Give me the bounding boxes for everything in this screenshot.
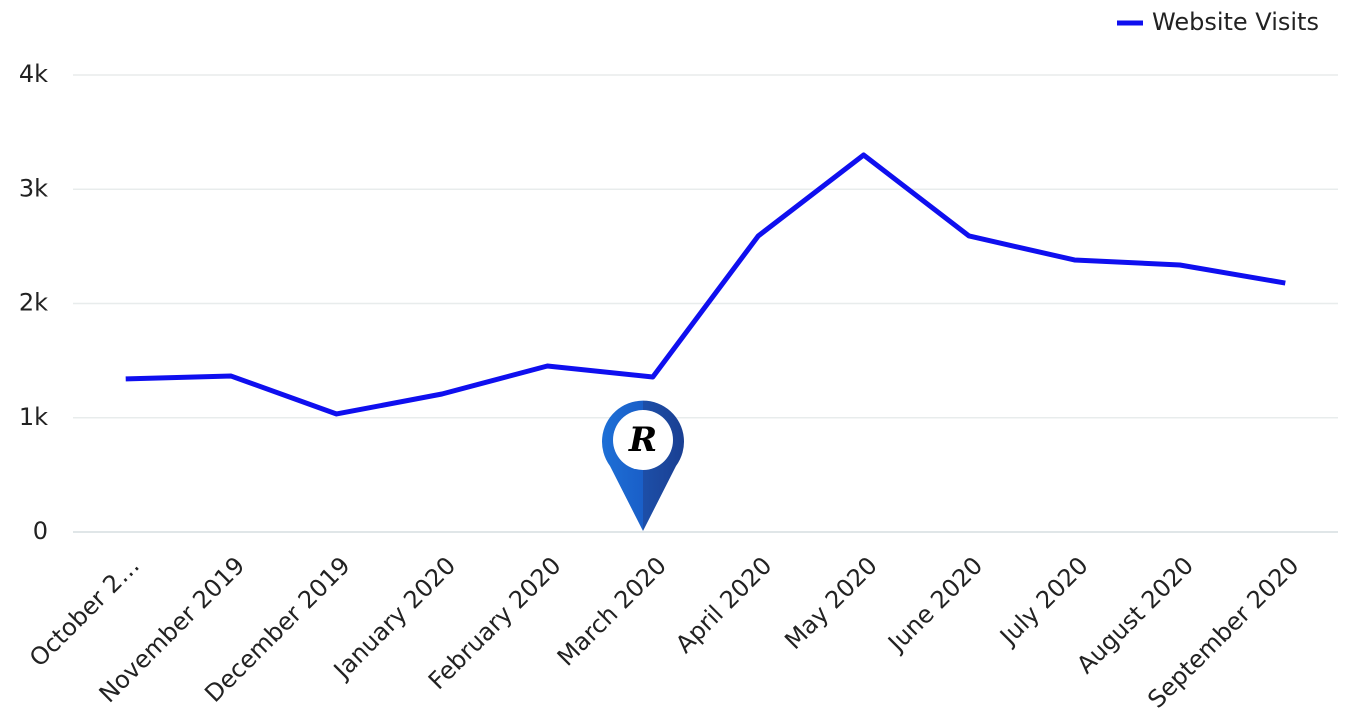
x-tick-label: June 2020 (881, 551, 988, 658)
svg-text:R: R (628, 420, 657, 460)
y-tick-label: 2k (19, 289, 48, 317)
data-line (125, 152, 1286, 417)
map-pin-icon: R (601, 400, 684, 531)
y-tick-label: 4k (19, 60, 48, 88)
y-tick-label: 0 (33, 517, 48, 545)
x-tick-label: April 2020 (670, 551, 777, 658)
y-tick-label: 1k (19, 403, 48, 431)
y-tick-label: 3k (19, 174, 48, 202)
x-tick-label: May 2020 (779, 551, 882, 654)
x-tick-label: July 2020 (993, 551, 1093, 651)
legend-label: Website Visits (1152, 8, 1319, 36)
x-tick-label: March 2020 (552, 551, 672, 671)
